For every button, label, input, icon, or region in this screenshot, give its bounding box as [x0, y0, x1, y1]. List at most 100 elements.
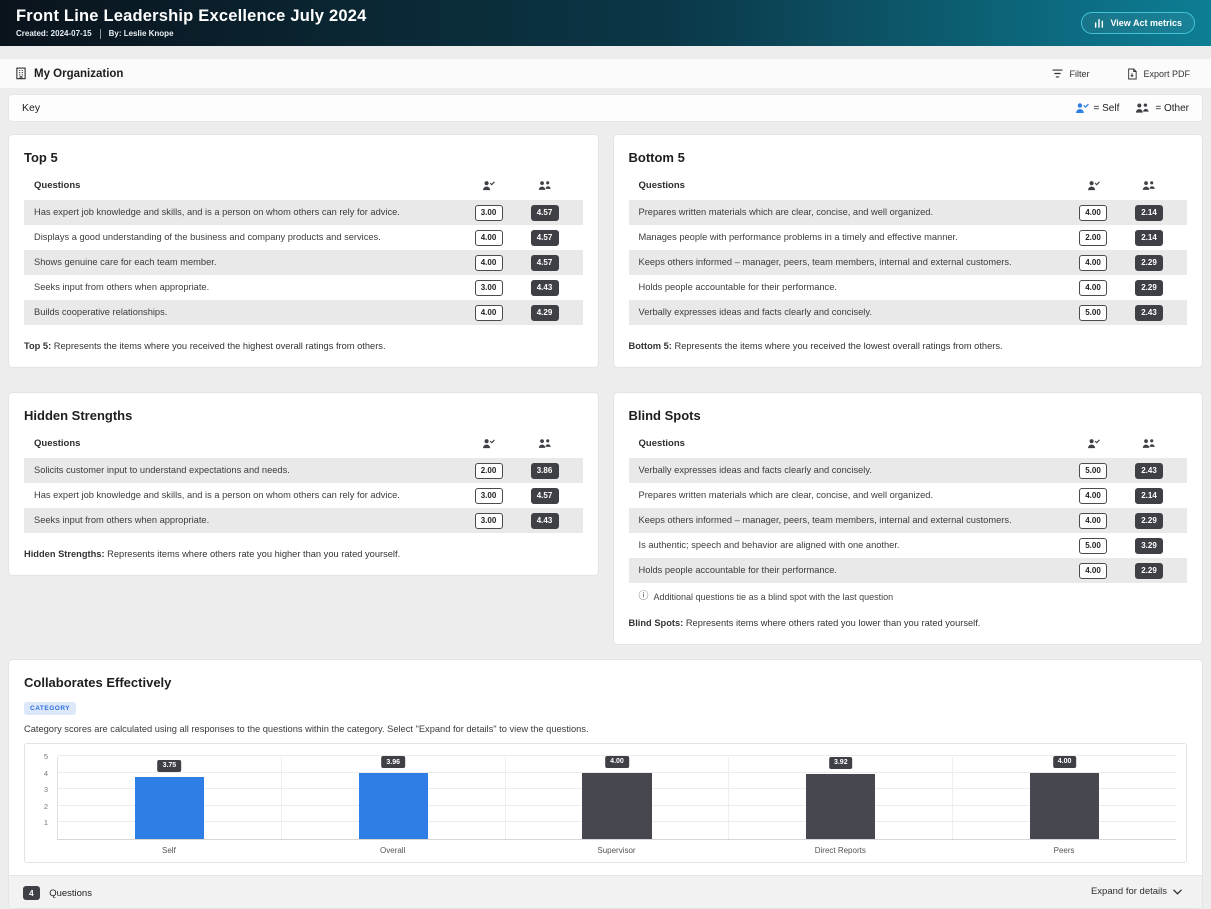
other-score-badge: 2.43 [1135, 462, 1163, 479]
self-score-badge: 4.00 [474, 229, 503, 246]
y-axis-tick: 4 [43, 768, 48, 778]
bar-value-label: 3.92 [828, 756, 853, 769]
question-text: Has expert job knowledge and skills, and… [34, 489, 400, 500]
bar-column: 4.00 [952, 755, 1176, 839]
table-header: Questions [24, 438, 583, 458]
table-row: Prepares written materials which are cle… [628, 200, 1187, 225]
note-text: Additional questions tie as a blind spot… [653, 592, 894, 603]
card-footnote: Blind Spots: Represents items where othe… [629, 617, 1188, 629]
other-score-badge: 2.43 [1135, 304, 1163, 321]
self-score-badge: 3.00 [474, 279, 503, 296]
info-icon: ⓘ [638, 591, 649, 603]
table-row: Keeps others informed – manager, peers, … [628, 508, 1187, 534]
chart-plot-area: 1 2 3 4 5 3.75 3.96 4.00 3.92 4.00 [31, 752, 1176, 840]
self-score-badge: 5.00 [1079, 462, 1107, 479]
key-self-label: = Self [1093, 102, 1120, 114]
footnote-term: Blind Spots: [628, 618, 684, 629]
header-meta: Created: 2024-07-15 By: Leslie Knope [16, 28, 366, 39]
others-icon [1121, 180, 1177, 191]
other-score-badge: 4.43 [530, 512, 559, 529]
plot: 3.75 3.96 4.00 3.92 4.00 [57, 755, 1176, 840]
footnote-text: Represents items where others rated you … [683, 618, 981, 629]
self-score-badge: 4.00 [1079, 487, 1107, 504]
bar-column: 3.92 [728, 756, 952, 839]
bar-value-label: 3.96 [381, 756, 405, 769]
questions-column-header: Questions [34, 180, 81, 191]
table-body: Prepares written materials which are cle… [628, 200, 1187, 325]
y-axis-tick: 1 [43, 818, 48, 828]
card-footnote: Top 5: Represents the items where you re… [24, 340, 583, 352]
question-text: Keeps others informed – manager, peers, … [638, 256, 1012, 267]
view-act-metrics-label: View Act metrics [1110, 17, 1182, 28]
questions-column-header: Questions [638, 438, 685, 450]
gridline [58, 771, 1176, 773]
self-score-badge: 5.00 [1079, 537, 1107, 554]
x-axis-label: Self [162, 845, 176, 855]
card-bottom-5: Bottom 5 Questions Prepares written mate… [612, 134, 1203, 369]
bar-value-label: 4.00 [1052, 755, 1077, 768]
card-title: Hidden Strengths [24, 408, 133, 424]
bar [806, 773, 876, 839]
footnote-term: Hidden Strengths: [24, 549, 105, 560]
card-top-5: Top 5 Questions Has expert job knowledge… [8, 134, 599, 369]
other-score-badge: 2.29 [1135, 562, 1163, 579]
view-act-metrics-button[interactable]: View Act metrics [1081, 11, 1195, 34]
question-text: Manages people with performance problems… [638, 231, 958, 242]
footnote-term: Top 5: [24, 341, 52, 351]
card-title: Bottom 5 [628, 150, 685, 165]
table-row: Solicits customer input to understand ex… [24, 458, 583, 484]
table-row: Holds people accountable for their perfo… [628, 558, 1187, 584]
blind-spots-note: ⓘ Additional questions tie as a blind sp… [629, 583, 1188, 603]
bar [1030, 772, 1100, 839]
export-pdf-button[interactable]: Export PDF [1121, 67, 1196, 81]
export-pdf-label: Export PDF [1143, 68, 1190, 79]
header-title-block: Front Line Leadership Excellence July 20… [16, 7, 366, 39]
table-row: Verbally expresses ideas and facts clear… [628, 458, 1187, 484]
footnote-term: Bottom 5: [628, 341, 672, 351]
table-row: Seeks input from others when appropriate… [24, 508, 583, 534]
expand-for-details-button[interactable]: Expand for details [1085, 885, 1188, 898]
question-text: Has expert job knowledge and skills, and… [34, 206, 400, 217]
self-score-badge: 4.00 [1079, 254, 1107, 271]
question-text: Verbally expresses ideas and facts clear… [638, 306, 872, 317]
other-score-badge: 2.29 [1135, 279, 1163, 296]
questions-label: Questions [49, 887, 92, 899]
question-text: Displays a good understanding of the bus… [34, 231, 381, 242]
y-axis: 1 2 3 4 5 [31, 752, 57, 840]
table-row: Keeps others informed – manager, peers, … [628, 250, 1187, 275]
self-icon [1075, 102, 1089, 114]
self-score-badge: 4.00 [474, 304, 503, 321]
organization-title: My Organization [15, 67, 123, 80]
key-other-label: = Other [1155, 102, 1189, 114]
x-axis-label: Direct Reports [814, 845, 866, 855]
app-header: Front Line Leadership Excellence July 20… [0, 0, 1211, 46]
card-blind-spots: Blind Spots Questions Verbally expresses… [612, 392, 1203, 646]
question-text: Holds people accountable for their perfo… [638, 564, 837, 575]
footnote-text: Represents the items where you received … [671, 341, 1003, 351]
question-text: Builds cooperative relationships. [34, 306, 168, 317]
bar-column: 3.75 [58, 757, 281, 839]
organization-icon [15, 67, 27, 80]
table-row: Manages people with performance problems… [628, 225, 1187, 250]
cards-grid: Top 5 Questions Has expert job knowledge… [8, 134, 1203, 646]
filter-button[interactable]: Filter [1046, 68, 1095, 80]
key-bar: Key = Self = Other [8, 94, 1203, 122]
bar-column: 4.00 [504, 755, 729, 839]
question-count-badge: 4 [23, 886, 40, 900]
questions-footer-bar: 4 Questions Expand for details [9, 874, 1202, 908]
question-text: Verbally expresses ideas and facts clear… [638, 464, 872, 475]
bar-value-label: 4.00 [605, 755, 629, 768]
table-row: Displays a good understanding of the bus… [24, 225, 583, 250]
bar [358, 773, 428, 839]
other-score-badge: 2.14 [1135, 204, 1163, 221]
bar [134, 776, 204, 839]
bar-value-label: 3.75 [157, 759, 182, 772]
other-score-badge: 4.57 [530, 229, 559, 246]
other-score-badge: 2.29 [1135, 254, 1163, 271]
self-score-badge: 2.00 [474, 462, 503, 479]
self-score-badge: 2.00 [1079, 229, 1107, 246]
other-score-badge: 4.43 [530, 279, 559, 296]
other-score-badge: 3.29 [1135, 537, 1163, 554]
key-legend: = Self = Other [1075, 102, 1189, 114]
export-pdf-icon [1127, 68, 1138, 80]
